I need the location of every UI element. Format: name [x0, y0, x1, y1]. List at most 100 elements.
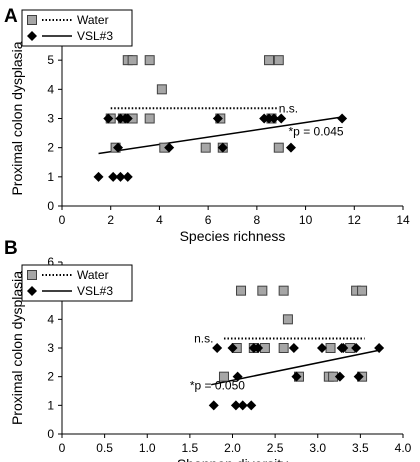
panel-a-legend-vsl3-label: VSL#3	[77, 29, 113, 43]
panel-a-x-tick-label: 4	[156, 213, 163, 227]
panel-a-y-tick-label: 5	[47, 53, 54, 67]
panel-b-legend: Water VSL#3	[21, 264, 133, 302]
panel-a-y-tick-label: 1	[47, 170, 54, 184]
panel-a-vsl3-point	[122, 171, 133, 182]
panel-a-water-point	[144, 55, 155, 66]
panel-a-x-tick-label: 10	[299, 213, 313, 227]
panel-a-vsl3-point	[122, 113, 133, 124]
panel-b-legend-water-label: Water	[77, 268, 109, 282]
panel-a-y-tick-label: 2	[47, 141, 54, 155]
panel-b-legend-water-marker	[27, 270, 37, 280]
panel-b-x-tick-label: 3.0	[309, 441, 326, 455]
panel-b-water-point	[257, 285, 268, 296]
panel-a-y-tick-label: 0	[47, 199, 54, 213]
panel-a-x-tick-label: 6	[205, 213, 212, 227]
panel-a-x-tick-label: 0	[59, 213, 66, 227]
panel-b-y-tick-label: 1	[47, 398, 54, 412]
panel-b-x-axis-title: Shannon diversity	[177, 456, 288, 462]
panel-b-vsl3-point	[212, 343, 223, 353]
panel-a-water-point	[273, 55, 284, 66]
panel-a-x-tick-label: 2	[107, 213, 114, 227]
panel-b-y-tick-label: 0	[47, 427, 54, 441]
panel-b-x-tick-label: 4.0	[395, 441, 412, 455]
panel-a-label: A	[4, 6, 18, 27]
panel-b-pvalue-annotation: *p = 0.050	[190, 378, 245, 392]
panel-b-vsl3-point	[351, 343, 362, 353]
panel-a-vsl3-point	[108, 171, 119, 182]
panel-b-vsl3-point	[227, 343, 238, 353]
panel-b-label: B	[4, 238, 18, 259]
panel-b-vsl3-point	[317, 343, 328, 353]
panel-a-vsl3-point	[212, 113, 223, 124]
panel-a-x-tick-label: 14	[396, 213, 410, 227]
panel-a-vsl3-point	[115, 171, 126, 182]
panel-a-vsl3-point	[285, 142, 296, 153]
panel-b-y-axis-title: Proximal colon dysplasia	[9, 271, 25, 425]
panel-b-x-tick-label: 1.0	[139, 441, 156, 455]
panel-b-water-point	[218, 371, 229, 382]
panel-b-vsl3-point	[374, 343, 385, 353]
panel-b-legend-vsl3-label: VSL#3	[77, 284, 113, 298]
panel-b-water-point	[282, 314, 293, 325]
panel-a-vsl3-point	[276, 113, 287, 124]
panel-a-x-axis-title: Species richness	[180, 228, 286, 244]
panel-b-x-tick-label: 2.5	[267, 441, 284, 455]
panel-a-vsl3-point	[103, 113, 114, 124]
panel-a-pvalue-annotation: *p = 0.045	[289, 125, 344, 139]
panel-a-legend-box	[21, 9, 133, 47]
panel-b-legend-vsl3-marker	[27, 286, 37, 296]
panel-a-vsl3-point	[164, 142, 175, 153]
panel-b-vsl3-point	[291, 371, 302, 382]
panel-a-legend-vsl3-marker	[27, 31, 37, 41]
panel-b-y-tick-label: 2	[47, 370, 54, 384]
panel-a-vsl3-point	[268, 113, 279, 124]
panel-a-legend-water-marker	[27, 15, 37, 25]
panel-b-vsl3-point	[288, 343, 299, 353]
panel-a-water-point	[200, 142, 211, 153]
panel-b-x-tick-label: 2.0	[224, 441, 241, 455]
panel-b-x-tick-label: 1.5	[182, 441, 199, 455]
panel-a-y-axis-title: Proximal colon dysplasia	[9, 41, 25, 195]
panel-b-vsl3-point	[232, 371, 243, 382]
panel-a-y-tick-label: 3	[47, 112, 54, 126]
panel-b-vsl3-point	[230, 400, 241, 411]
panel-a-water-point	[156, 84, 167, 95]
panel-b-y-tick-label: 6	[47, 255, 54, 269]
panel-b-water-point	[357, 285, 368, 296]
panel-a-legend: Water VSL#3	[21, 9, 133, 47]
panel-a-water-point	[273, 142, 284, 153]
panel-b-water-point	[278, 285, 289, 296]
panel-b-ns-annotation: n.s.	[194, 332, 213, 346]
panel-b-vsl3-point	[338, 343, 349, 353]
panel-b-vsl3-point	[246, 400, 257, 411]
panel-b-vsl3-point	[253, 343, 264, 353]
panel-a-vsl3-point	[337, 113, 348, 124]
panel-b-y-tick-label: 4	[47, 312, 54, 326]
panel-b-vsl3-point	[353, 371, 364, 382]
panel-b-y-tick-label: 3	[47, 341, 54, 355]
panel-a-ns-annotation: n.s.	[279, 101, 298, 115]
panel-a-legend-water-label: Water	[77, 13, 109, 27]
panel-b-x-tick-label: 3.5	[352, 441, 369, 455]
panel-b-water-point	[278, 343, 289, 353]
panel-b-water-point	[325, 343, 336, 353]
panel-b-legend-box	[21, 264, 133, 302]
panel-b-x-tick-label: 0	[59, 441, 66, 455]
panel-a-vsl3-point	[113, 142, 124, 153]
panel-a-vsl3-point	[217, 142, 228, 153]
panel-a-water-point	[144, 113, 155, 124]
panel-a-vsl3-point	[93, 171, 104, 182]
panel-a-chart: A012345602468101214Species richnessProxi…	[4, 6, 410, 244]
panel-a-vsl3-trendline	[98, 116, 343, 155]
panel-b-vsl3-point	[334, 371, 345, 382]
panel-a-water-point	[264, 55, 275, 66]
panel-a-x-tick-label: 12	[348, 213, 362, 227]
panel-b-chart: B012345600.51.01.52.02.53.03.54.0Shannon…	[4, 238, 412, 462]
panel-b-water-point	[236, 285, 247, 296]
panel-b-x-tick-label: 0.5	[96, 441, 113, 455]
panel-a-water-point	[127, 55, 138, 66]
panel-a-x-tick-label: 8	[254, 213, 261, 227]
panel-b-vsl3-point	[208, 400, 219, 411]
panel-b-vsl3-point	[237, 400, 248, 411]
